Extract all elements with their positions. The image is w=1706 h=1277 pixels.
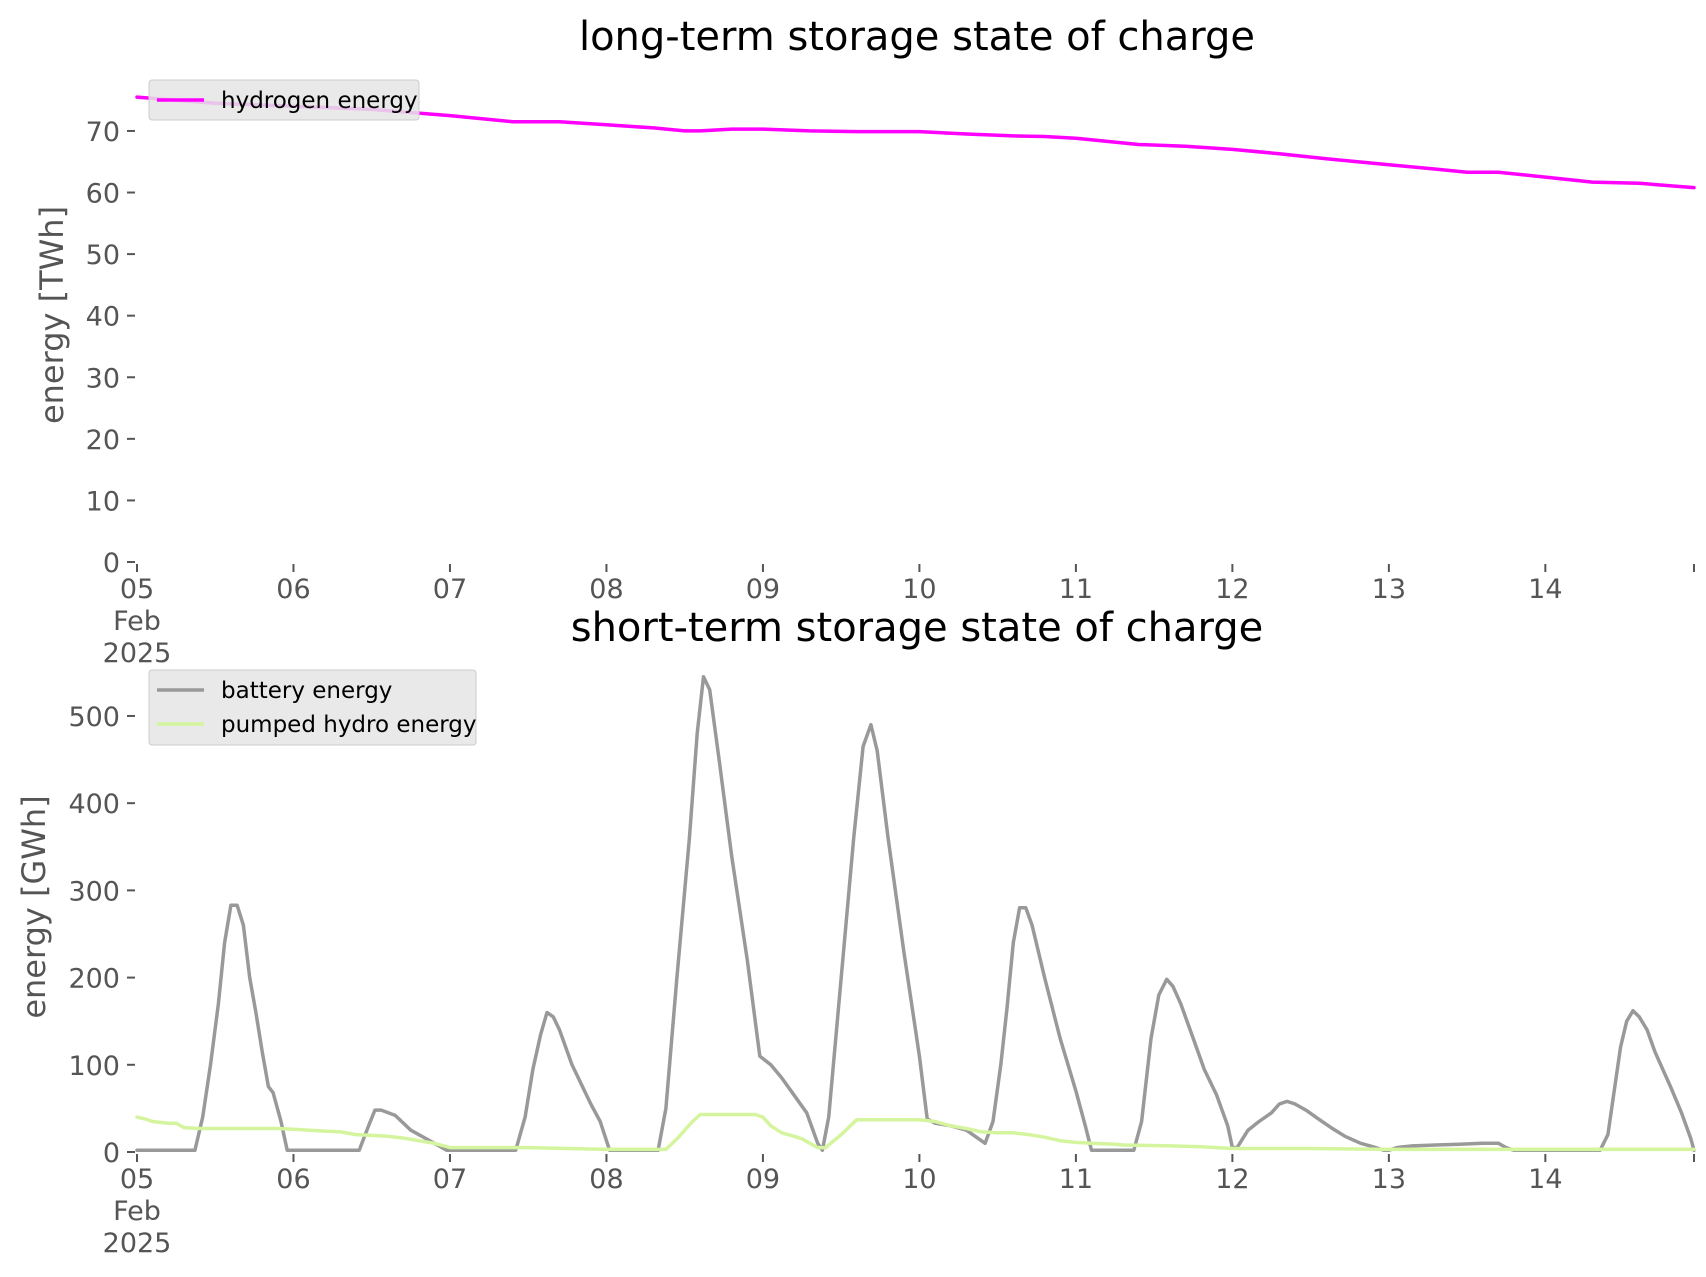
y-tick-label: 300 [68, 876, 120, 907]
y-tick-label: 200 [68, 964, 120, 995]
x-tick-label: 07 [433, 1164, 467, 1195]
legend: hydrogen energy [148, 79, 420, 121]
x-tick-label: 06 [276, 1164, 310, 1195]
x-tick-label: 12 [1215, 574, 1249, 605]
series-group [135, 95, 1696, 190]
x-tick-label: 09 [746, 1164, 780, 1195]
legend-label: hydrogen energy [221, 88, 418, 114]
x-tick-label: 08 [589, 574, 623, 605]
x-tick-label: 10 [902, 1164, 936, 1195]
legend-box [148, 669, 477, 746]
x-tick-label: 05 Feb 2025 [103, 1164, 172, 1259]
y-tick-label: 100 [68, 1051, 120, 1082]
y-axis-label: energy [GWh] [15, 795, 53, 1018]
y-tick-label: 40 [86, 302, 120, 333]
x-tick-label: 06 [276, 574, 310, 605]
x-tick-label: 05 Feb 2025 [103, 574, 172, 669]
y-tick-label: 30 [86, 363, 120, 394]
x-tick-label: 09 [746, 574, 780, 605]
series-group [135, 674, 1696, 1153]
x-axis-ticks: 05 Feb 2025 06 07 08 09 10 11 12 13 14 [103, 564, 1695, 669]
y-axis-label: energy [TWh] [33, 206, 71, 424]
x-tick-label: 11 [1059, 1164, 1093, 1195]
x-axis-ticks: 05 Feb 2025 06 07 08 09 10 11 12 13 14 [103, 1154, 1695, 1259]
y-axis-ticks: 0 10 20 30 40 50 60 70 [86, 117, 135, 579]
x-tick-label: 13 [1372, 1164, 1406, 1195]
y-tick-label: 70 [86, 117, 120, 148]
x-tick-label: 12 [1215, 1164, 1249, 1195]
y-tick-label: 20 [86, 425, 120, 456]
series-line-pumped-hydro-energy [135, 1112, 1696, 1152]
long-term-storage-chart: long-term storage state of charge energy… [33, 14, 1696, 669]
x-tick-label: 14 [1528, 1164, 1562, 1195]
x-tick-label: 13 [1372, 574, 1406, 605]
legend-label: battery energy [221, 678, 392, 704]
y-tick-label: 500 [68, 702, 120, 733]
x-tick-label: 11 [1059, 574, 1093, 605]
chart-title: long-term storage state of charge [579, 14, 1255, 60]
x-tick-label: 08 [589, 1164, 623, 1195]
x-tick-label: 10 [902, 574, 936, 605]
series-line-battery-energy [135, 674, 1696, 1153]
y-tick-label: 0 [103, 1138, 120, 1169]
short-term-storage-chart: short-term storage state of charge energ… [15, 605, 1696, 1259]
legend-label: pumped hydro energy [221, 712, 477, 738]
series-line-hydrogen-energy [135, 95, 1696, 190]
y-axis-ticks: 0 100 200 300 400 500 [68, 702, 135, 1169]
x-tick-label: 07 [433, 574, 467, 605]
x-tick-label: 14 [1528, 574, 1562, 605]
y-tick-label: 10 [86, 486, 120, 517]
y-tick-label: 400 [68, 789, 120, 820]
y-tick-label: 50 [86, 240, 120, 271]
legend-box [148, 79, 420, 121]
legend: battery energy pumped hydro energy [148, 669, 477, 746]
y-tick-label: 60 [86, 179, 120, 210]
chart-title: short-term storage state of charge [571, 605, 1264, 651]
y-tick-label: 0 [103, 548, 120, 579]
